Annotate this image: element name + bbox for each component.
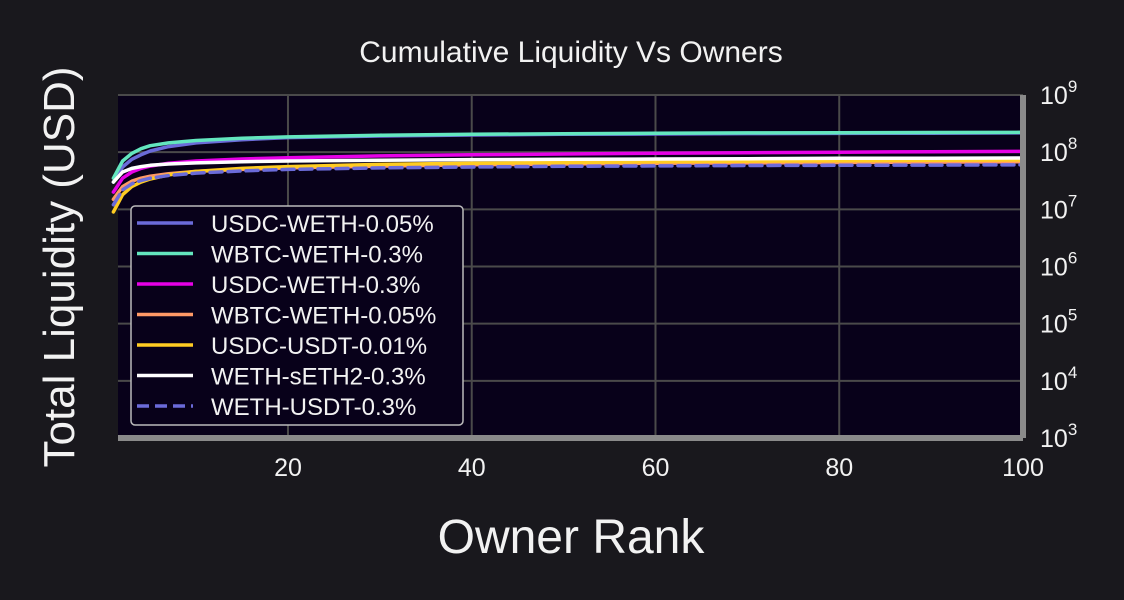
legend-label-6: WETH-USDT-0.3%	[211, 394, 416, 421]
legend-label-5: WETH-sETH2-0.3%	[211, 364, 426, 391]
legend-label-4: USDC-USDT-0.01%	[211, 333, 427, 360]
series-line-5	[111, 156, 1025, 184]
y-tick-label-2: 105	[1040, 306, 1077, 339]
y-tick-label-4: 107	[1040, 191, 1077, 224]
chart-title: Cumulative Liquidity Vs Owners	[359, 36, 783, 69]
x-tick-label-1: 40	[458, 454, 486, 482]
series-line-4	[111, 158, 1025, 214]
x-tick-label-0: 20	[274, 454, 302, 482]
y-tick-label-6: 109	[1040, 77, 1077, 110]
y-tick-label-5: 108	[1040, 134, 1077, 167]
legend-label-3: WBTC-WETH-0.05%	[211, 303, 436, 330]
y-tick-labels: 103 104 105 106 107 108 109	[1040, 77, 1077, 453]
x-tick-labels: 20 40 60 80 100	[274, 454, 1044, 482]
x-tick-label-4: 100	[1002, 454, 1044, 482]
legend-box	[130, 205, 464, 426]
legend-label-0: USDC-WETH-0.05%	[211, 211, 434, 238]
y-axis-label: Total Liquidity (USD)	[35, 66, 84, 467]
series-line-2	[111, 149, 1025, 194]
x-tick-label-2: 60	[642, 454, 670, 482]
legend: USDC-WETH-0.05% WBTC-WETH-0.3% USDC-WETH-0…	[130, 205, 464, 426]
series-lines	[111, 130, 1025, 214]
y-tick-label-0: 103	[1040, 420, 1077, 453]
legend-label-1: WBTC-WETH-0.3%	[211, 242, 423, 269]
series-line-1	[111, 130, 1025, 180]
y-tick-label-3: 106	[1040, 249, 1077, 282]
x-axis-label: Owner Rank	[438, 511, 706, 564]
x-tick-label-3: 80	[825, 454, 853, 482]
legend-label-2: USDC-WETH-0.3%	[211, 272, 420, 299]
y-tick-label-1: 104	[1040, 363, 1077, 396]
series-line-6	[111, 163, 1025, 207]
